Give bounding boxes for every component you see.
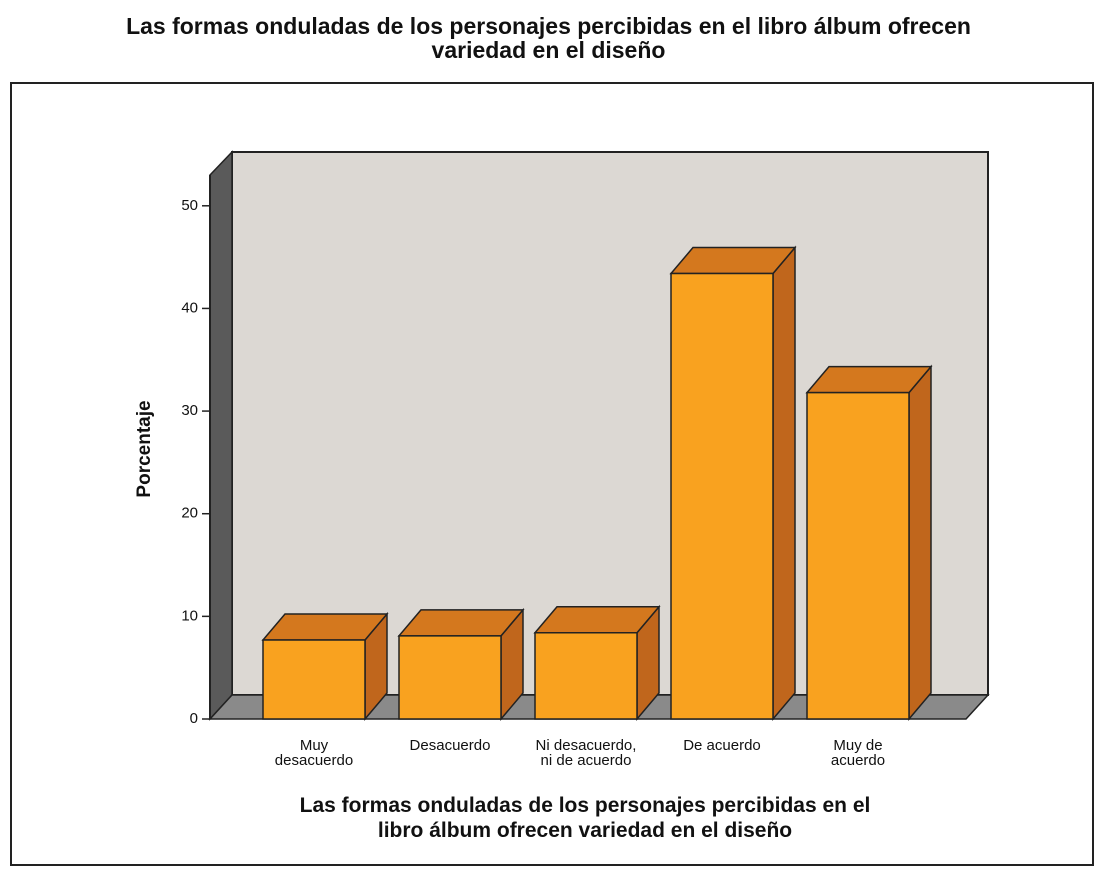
bar <box>261 611 389 722</box>
chart-title: Las formas onduladas de los personajes p… <box>126 13 971 63</box>
y-axis-label: Porcentaje <box>134 400 155 498</box>
x-tick-label: Muy desacuerdo <box>274 737 354 769</box>
chart-frame <box>10 82 1094 866</box>
y-tick-label: 20 <box>181 505 198 522</box>
x-axis-label: Las formas onduladas de los personajes p… <box>299 794 871 842</box>
bar <box>669 245 797 722</box>
bar-front <box>262 639 366 720</box>
y-tick-label: 40 <box>181 299 198 316</box>
x-tick-label: Ni desacuerdo, ni de acuerdo <box>535 737 637 769</box>
x-tick-label: Desacuerdo <box>409 737 491 754</box>
bar-top <box>261 613 389 641</box>
side-wall <box>209 150 233 721</box>
bar-top <box>533 606 661 634</box>
bar-top <box>397 609 525 637</box>
bar-top <box>669 246 797 275</box>
bar <box>533 604 661 722</box>
bar-front <box>534 632 638 720</box>
bar-front <box>398 635 502 720</box>
bar <box>805 364 933 722</box>
bar-front <box>670 272 774 720</box>
y-tick-label: 50 <box>181 197 198 214</box>
bar <box>397 607 525 722</box>
y-tick-label: 0 <box>190 710 198 727</box>
y-tick-label: 10 <box>181 607 198 624</box>
bar-side <box>772 245 796 722</box>
y-tick-label: 30 <box>181 402 198 419</box>
bar-side <box>908 364 932 722</box>
x-tick-label: Muy de acuerdo <box>830 737 886 769</box>
x-tick-label: De acuerdo <box>683 737 761 754</box>
bar-front <box>806 391 910 720</box>
bar-top <box>805 365 933 394</box>
